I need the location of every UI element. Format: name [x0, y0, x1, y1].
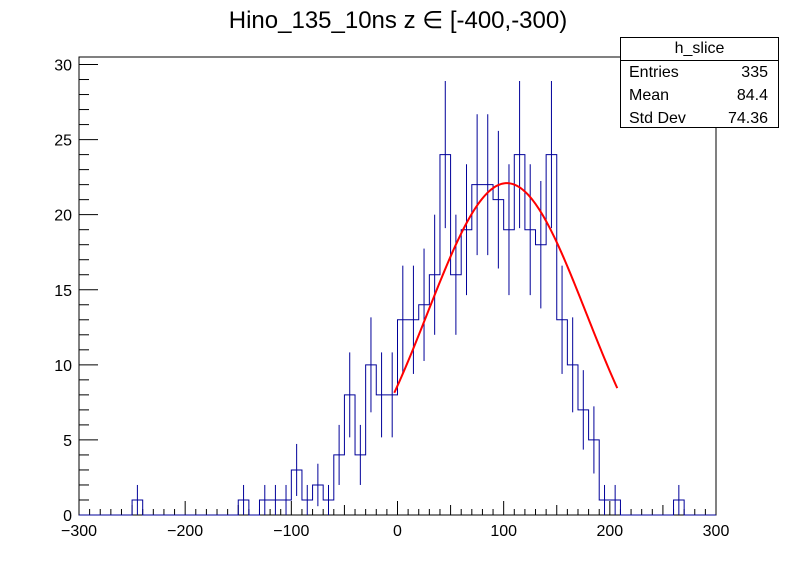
- x-tick-label: −200: [167, 523, 203, 540]
- y-tick-label: 30: [54, 58, 72, 75]
- x-tick-label: 0: [393, 523, 402, 540]
- x-tick-label: −300: [61, 523, 97, 540]
- y-tick-label: 5: [63, 433, 72, 450]
- histogram-outline: [79, 154, 716, 516]
- stats-value: 335: [741, 64, 768, 81]
- stats-value: 74.36: [727, 110, 768, 127]
- stats-value: 84.4: [736, 87, 768, 104]
- x-tick-label: 100: [490, 523, 517, 540]
- x-tick-label: 200: [596, 523, 623, 540]
- y-tick-label: 20: [54, 208, 72, 225]
- stats-label: Std Dev: [629, 110, 686, 127]
- y-tick-label: 10: [54, 358, 72, 375]
- x-tick-label: 300: [703, 523, 730, 540]
- stats-row-entries: Entries 335: [621, 61, 778, 84]
- y-tick-label: 25: [54, 133, 72, 150]
- y-tick-label: 0: [63, 508, 72, 525]
- x-tick-label: −100: [273, 523, 309, 540]
- stats-row-mean: Mean 84.4: [621, 84, 778, 107]
- stats-label: Entries: [629, 64, 679, 81]
- stats-label: Mean: [629, 87, 670, 104]
- gaussian-fit-line: [393, 182, 619, 394]
- y-tick-label: 15: [54, 283, 72, 300]
- chart-title: Hino_135_10ns z ∈ [-400,-300): [228, 7, 568, 34]
- stats-box: h_slice Entries 335 Mean 84.4 Std Dev 74…: [620, 37, 779, 128]
- stats-box-title: h_slice: [621, 38, 778, 61]
- stats-row-std-dev: Std Dev 74.36: [621, 107, 778, 130]
